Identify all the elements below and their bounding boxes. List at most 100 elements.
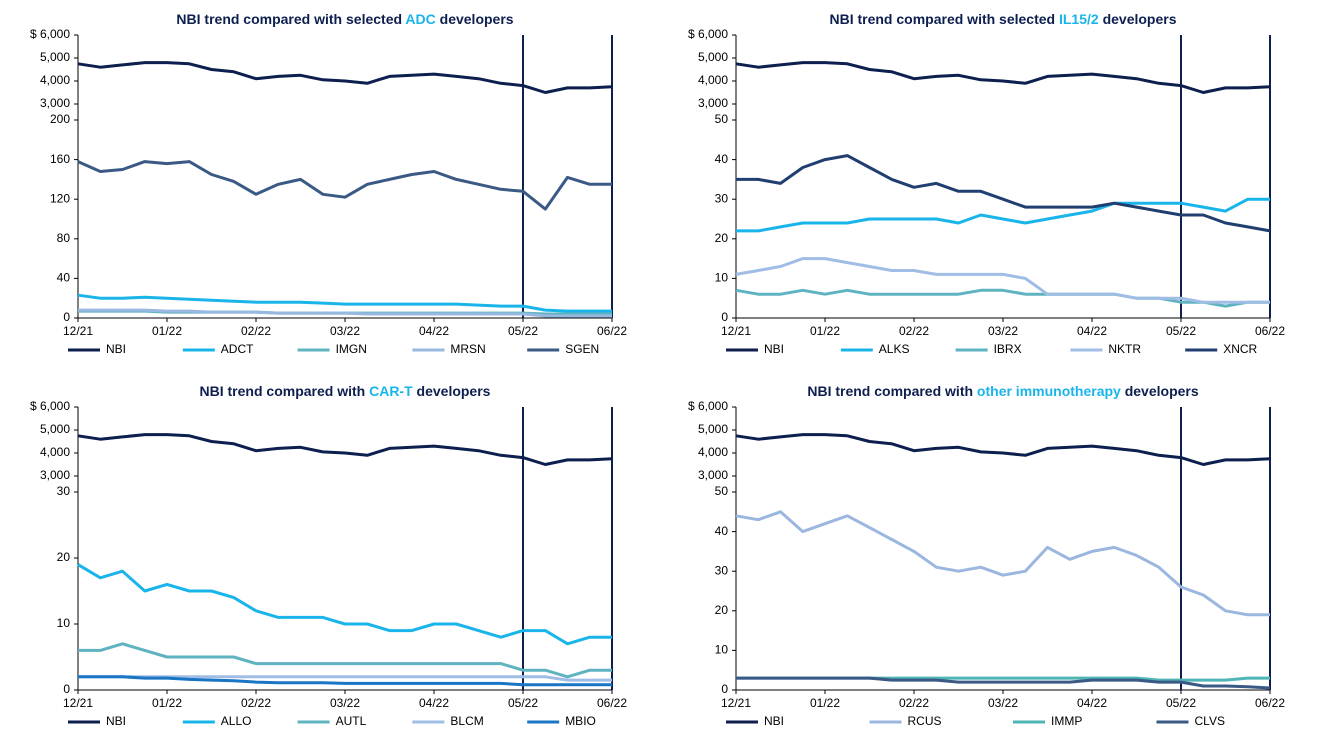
title-part: ADC: [405, 11, 435, 27]
y2-tick-label: $ 6,000: [30, 399, 70, 413]
y2-tick-label: $ 6,000: [688, 399, 728, 413]
x-tick-label: 01/22: [810, 324, 840, 338]
series-line: [77, 160, 612, 211]
y-tick-label: 0: [721, 310, 728, 324]
x-tick-label: 01/22: [152, 696, 182, 710]
title-part: NBI trend compared with: [200, 383, 370, 399]
y-tick-label: 20: [715, 603, 729, 617]
x-tick-label: 12/21: [63, 324, 93, 338]
legend-label: NKTR: [1108, 342, 1141, 356]
y-tick-label: 50: [715, 112, 729, 126]
y2-tick-label: 5,000: [698, 50, 728, 64]
series-line: [78, 675, 612, 687]
y-tick-label: 120: [50, 191, 70, 205]
y-tick-label: 30: [57, 484, 71, 498]
series-line: [78, 308, 612, 318]
legend-label: NBI: [106, 714, 126, 728]
title-part: NBI trend compared with selected: [176, 11, 405, 27]
y2-tick-label: 5,000: [40, 422, 70, 436]
series-line: [77, 433, 613, 466]
y2-tick-label: 4,000: [698, 445, 728, 459]
legend-label: SGEN: [565, 342, 599, 356]
chart-title: NBI trend compared with CAR-T developers: [200, 383, 491, 399]
legend-label: MRSN: [450, 342, 485, 356]
series-line: [735, 257, 1270, 304]
x-tick-label: 04/22: [1077, 696, 1107, 710]
y-tick-label: 10: [57, 616, 71, 630]
x-tick-label: 02/22: [899, 696, 929, 710]
title-part: NBI trend compared with: [807, 383, 977, 399]
y-tick-label: 80: [57, 231, 71, 245]
x-tick-label: 01/22: [152, 324, 182, 338]
y2-tick-label: 5,000: [698, 422, 728, 436]
series-line: [77, 563, 612, 646]
x-tick-label: 05/22: [508, 324, 538, 338]
x-tick-label: 06/22: [1255, 324, 1285, 338]
x-tick-label: 12/21: [721, 696, 751, 710]
legend-label: AUTL: [336, 714, 367, 728]
x-tick-label: 12/21: [721, 324, 751, 338]
x-tick-label: 02/22: [241, 696, 271, 710]
y2-tick-label: 3,000: [40, 96, 70, 110]
x-tick-label: 06/22: [597, 696, 627, 710]
series-line: [77, 293, 612, 313]
series-line: [735, 61, 1271, 94]
chart-title: NBI trend compared with other immunother…: [807, 383, 1199, 399]
series-line: [735, 510, 1270, 617]
y-tick-label: 30: [715, 563, 729, 577]
x-tick-label: 12/21: [63, 696, 93, 710]
y-tick-label: 10: [715, 271, 729, 285]
y2-tick-label: 3,000: [40, 468, 70, 482]
series-line: [736, 154, 1271, 233]
chart-title: NBI trend compared with selected IL15/2 …: [829, 11, 1176, 27]
y2-tick-label: 5,000: [40, 50, 70, 64]
y-tick-label: 50: [715, 484, 729, 498]
x-tick-label: 04/22: [419, 324, 449, 338]
legend-label: BLCM: [450, 714, 483, 728]
y2-tick-label: 4,000: [698, 73, 728, 87]
x-tick-label: 06/22: [597, 324, 627, 338]
y2-tick-label: $ 6,000: [688, 27, 728, 41]
legend-label: IMMP: [1051, 714, 1082, 728]
legend-label: CLVS: [1195, 714, 1225, 728]
legend-label: ALLO: [221, 714, 252, 728]
title-part: developers: [436, 11, 514, 27]
y-tick-label: 40: [57, 271, 71, 285]
x-tick-label: 05/22: [1166, 696, 1196, 710]
x-tick-label: 06/22: [1255, 696, 1285, 710]
series-line: [736, 676, 1271, 690]
legend-label: NBI: [106, 342, 126, 356]
y-tick-label: 30: [715, 191, 729, 205]
legend-label: XNCR: [1223, 342, 1257, 356]
title-part: IL15/2: [1059, 11, 1099, 27]
y2-tick-label: 4,000: [40, 445, 70, 459]
x-tick-label: 05/22: [508, 696, 538, 710]
legend-label: NBI: [764, 342, 784, 356]
title-part: developers: [1099, 11, 1177, 27]
legend-label: IBRX: [994, 342, 1022, 356]
series-line: [735, 288, 1270, 308]
legend-label: ALKS: [879, 342, 910, 356]
legend-label: MBIO: [565, 714, 596, 728]
y-tick-label: 20: [57, 550, 71, 564]
legend-label: IMGN: [336, 342, 367, 356]
x-tick-label: 03/22: [330, 324, 360, 338]
x-tick-label: 04/22: [1077, 324, 1107, 338]
legend-label: RCUS: [908, 714, 942, 728]
y2-tick-label: 3,000: [698, 468, 728, 482]
title-part: developers: [413, 383, 491, 399]
title-part: NBI trend compared with selected: [829, 11, 1059, 27]
legend-label: NBI: [764, 714, 784, 728]
series-line: [736, 197, 1270, 233]
y-tick-label: 20: [715, 231, 729, 245]
x-tick-label: 01/22: [810, 696, 840, 710]
legend-label: ADCT: [221, 342, 254, 356]
title-part: other immunotherapy: [977, 383, 1121, 399]
x-tick-label: 03/22: [988, 696, 1018, 710]
x-tick-label: 02/22: [899, 324, 929, 338]
series-line: [78, 642, 612, 679]
y-tick-label: 40: [715, 152, 729, 166]
y-tick-label: 0: [721, 682, 728, 696]
x-tick-label: 05/22: [1166, 324, 1196, 338]
